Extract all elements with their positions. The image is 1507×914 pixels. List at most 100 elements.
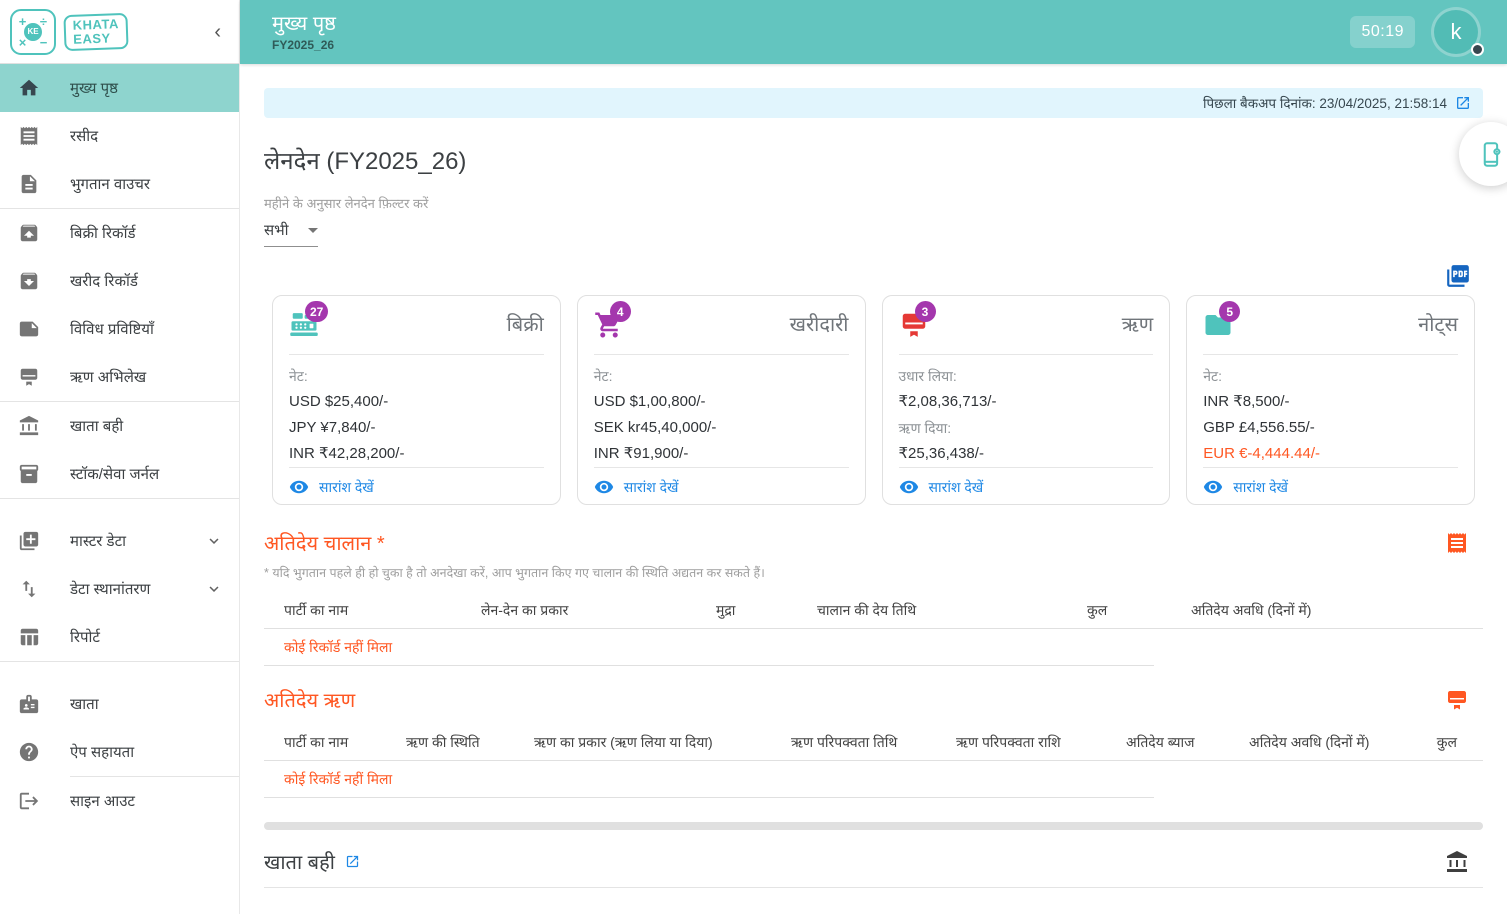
card-line: USD $25,400/- <box>289 393 389 410</box>
summary-card-notes: 5 नोट्स नेट: INR ₹8,500/- GBP £4,556.55/- EUR… <box>1186 295 1475 505</box>
column-header: ऋण की स्थिति <box>406 734 480 750</box>
home-icon <box>18 77 40 99</box>
open-in-new-icon[interactable] <box>1455 95 1471 111</box>
sidebar-item-receipts[interactable]: रसीद <box>0 112 239 160</box>
column-header: अतिदेय ब्याज <box>1126 734 1195 750</box>
folder-icon <box>1203 315 1233 344</box>
help-icon <box>18 741 40 763</box>
sidebar-item-misc-entries[interactable]: विविध प्रविष्टियाँ <box>0 305 239 353</box>
sidebar-item-payment-voucher[interactable]: भुगतान वाउचर <box>0 160 239 208</box>
main-area: मुख्य पृष्ठ FY2025_26 50:19 k पिछला बैकअ… <box>240 0 1507 914</box>
card-line: JPY ¥7,840/- <box>289 419 376 436</box>
sidebar-item-app-help[interactable]: ऐप सहायता <box>0 728 239 776</box>
sidebar-item-label: विविध प्रविष्टियाँ <box>70 321 154 338</box>
summary-card-sales: 27 बिक्री नेट: USD $25,400/- JPY ¥7,840/- INR… <box>272 295 561 505</box>
card-line: EUR €-4,444.44/- <box>1203 445 1320 462</box>
mobile-sync-button[interactable] <box>1459 122 1507 186</box>
column-header: ऋण परिपक्वता तिथि <box>791 734 898 750</box>
card-line: ₹2,08,36,713/- <box>898 393 997 410</box>
backup-date-text: पिछला बैकअप दिनांक: 23/04/2025, 21:58:14 <box>1203 96 1447 111</box>
card-line: INR ₹42,28,200/- <box>289 445 405 462</box>
chevron-down-icon <box>308 227 318 233</box>
card-title: ऋण <box>1121 314 1154 336</box>
sidebar-item-home[interactable]: मुख्य पृष्ठ <box>0 64 239 112</box>
view-summary-link[interactable]: सारांश देखें <box>289 467 544 497</box>
sidebar-item-stock-service-journal[interactable]: स्टॉक/सेवा जर्नल <box>0 450 239 498</box>
overdue-loans-title: अतिदेय ऋण <box>264 690 356 712</box>
card-title: नोट्स <box>1418 314 1458 336</box>
sidebar-item-label: साइन आउट <box>70 793 135 810</box>
sidebar-item-label: मास्टर डेटा <box>70 533 127 550</box>
sidebar-item-loan-records[interactable]: ऋण अभिलेख <box>0 353 239 401</box>
card-line: ऋण दिया: <box>898 420 952 436</box>
summary-card-purchases: 4 खरीदारी नेट: USD $1,00,800/- SEK kr45,40,0… <box>576 295 866 505</box>
view-summary-link[interactable]: सारांश देखें <box>593 467 849 497</box>
sidebar-item-label: ऐप सहायता <box>70 744 135 761</box>
column-header: कुल <box>1087 602 1108 618</box>
sidebar: + ÷ × − KE KHATA EASY ‹ मुख्य पृष्ठ रसीद भुग… <box>0 0 240 914</box>
fiscal-year-label: FY2025_26 <box>272 37 335 52</box>
table-empty-row: कोई रिकॉर्ड नहीं मिला <box>284 638 393 655</box>
card-line: USD $1,00,800/- <box>593 393 706 410</box>
logo-monogram: KE <box>22 20 44 43</box>
eye-icon <box>1203 477 1223 497</box>
library-add-icon <box>18 530 40 552</box>
view-summary-link[interactable]: सारांश देखें <box>1203 467 1458 497</box>
chevron-down-icon <box>205 580 223 598</box>
sidebar-item-label: बिक्री रिकॉर्ड <box>70 225 136 242</box>
sidebar-item-master-data[interactable]: मास्टर डेटा <box>0 517 239 565</box>
backup-banner: पिछला बैकअप दिनांक: 23/04/2025, 21:58:14 <box>264 88 1483 118</box>
eye-icon <box>289 477 309 497</box>
cart-icon <box>594 312 624 344</box>
bank-icon <box>1445 850 1483 874</box>
overdue-invoices-note: * यदि भुगतान पहले ही हो चुका है तो अनदेख… <box>264 566 765 580</box>
card-line: GBP £4,556.55/- <box>1203 419 1315 436</box>
horizontal-scrollbar[interactable] <box>264 822 1483 830</box>
month-filter-select[interactable]: सभी <box>264 220 318 247</box>
card-title: बिक्री <box>506 314 544 336</box>
sidebar-collapse-icon[interactable]: ‹ <box>214 20 221 43</box>
cash-register-icon <box>289 313 319 344</box>
page-title: मुख्य पृष्ठ <box>272 12 336 35</box>
divider <box>0 208 239 209</box>
column-header: अतिदेय अवधि (दिनों में) <box>1191 602 1312 618</box>
transactions-title: लेनदेन (FY2025_26) <box>264 148 467 175</box>
overdue-invoices-title: अतिदेय चालान * <box>264 533 385 555</box>
pdf-export-icon[interactable] <box>1445 263 1471 289</box>
view-summary-link[interactable]: सारांश देखें <box>898 467 1154 497</box>
sidebar-item-ledger[interactable]: खाता बही <box>0 402 239 450</box>
eye-icon <box>594 477 614 497</box>
sidebar-item-label: रिपोर्ट <box>70 629 100 646</box>
sidebar-item-label: भुगतान वाउचर <box>70 176 151 193</box>
summary-card-loans: 3 ऋण उधार लिया: ₹2,08,36,713/- ऋण दिया: ₹25,3… <box>881 295 1171 505</box>
card-title: खरीदारी <box>789 314 849 336</box>
column-header: मुद्रा <box>716 602 736 618</box>
overdue-invoices-table: पार्टी का नाम लेन-देन का प्रकार मुद्रा चाला… <box>264 593 1483 666</box>
card-line: नेट: <box>593 368 613 384</box>
sidebar-item-label: मुख्य पृष्ठ <box>70 80 118 97</box>
sidebar-item-purchase-records[interactable]: खरीद रिकॉर्ड <box>0 257 239 305</box>
sidebar-item-account[interactable]: खाता <box>0 680 239 728</box>
sidebar-item-sales-records[interactable]: बिक्री रिकॉर्ड <box>0 209 239 257</box>
open-in-new-icon[interactable] <box>345 854 360 869</box>
month-filter-label: महीने के अनुसार लेनदेन फ़िल्टर करें <box>264 196 429 211</box>
column-header: अतिदेय अवधि (दिनों में) <box>1249 734 1370 750</box>
overdue-loans-section: अतिदेय ऋण पार्टी का नाम ऋण की स्थिति ऋण का… <box>264 686 1483 798</box>
receipt-icon <box>1445 531 1483 555</box>
sidebar-item-data-transfer[interactable]: डेटा स्थानांतरण <box>0 565 239 613</box>
avatar[interactable]: k <box>1431 7 1484 57</box>
unarchive-icon <box>18 222 40 244</box>
divider <box>264 887 1483 888</box>
table-empty-row: कोई रिकॉर्ड नहीं मिला <box>284 770 393 787</box>
table-header-row: पार्टी का नाम ऋण की स्थिति ऋण का प्रकार (ऋ… <box>264 725 1483 761</box>
sidebar-item-sign-out[interactable]: साइन आउट <box>0 777 239 825</box>
table-header-row: पार्टी का नाम लेन-देन का प्रकार मुद्रा चाला… <box>264 593 1483 629</box>
view-summary-label: सारांश देखें <box>319 478 374 495</box>
eye-icon <box>899 477 919 497</box>
receipt-icon <box>18 125 40 147</box>
count-badge: 4 <box>609 301 631 322</box>
logo-row: + ÷ × − KE KHATA EASY ‹ <box>0 0 239 64</box>
bank-icon <box>18 415 40 437</box>
sidebar-item-reports[interactable]: रिपोर्ट <box>0 613 239 661</box>
